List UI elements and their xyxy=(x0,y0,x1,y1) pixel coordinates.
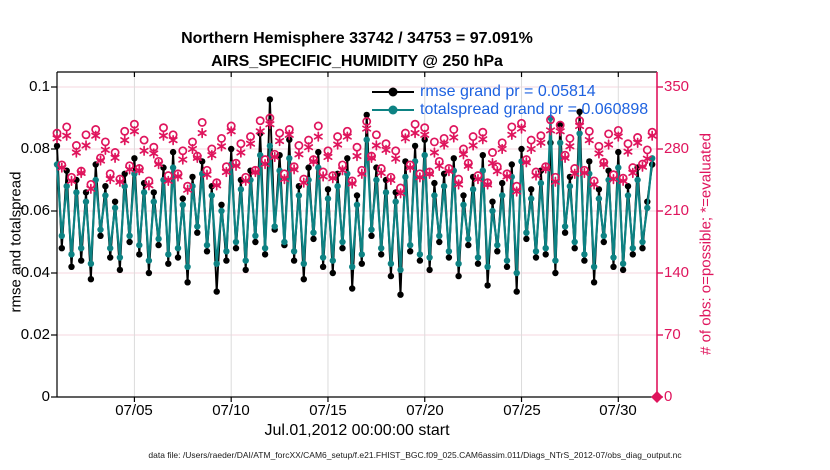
legend-label-rmse: rmse grand pr = 0.05814 xyxy=(420,83,596,100)
ytick-left-0.04: 0.04 xyxy=(20,264,50,281)
xtick-0720: 07/20 xyxy=(406,402,444,419)
ytick-right-0: 0 xyxy=(664,388,673,405)
xtick-0705: 07/05 xyxy=(115,402,153,419)
ytick-right-140: 140 xyxy=(664,264,690,281)
ytick-right-210: 210 xyxy=(664,202,690,219)
legend: rmse grand pr = 0.05814 totalspread gran… xyxy=(370,83,648,119)
rmse-legend-marker-icon xyxy=(370,83,416,101)
xtick-0710: 07/10 xyxy=(212,402,250,419)
ytick-left-0.06: 0.06 xyxy=(20,202,50,219)
xtick-0715: 07/15 xyxy=(309,402,347,419)
chart-title-line2: AIRS_SPECIFIC_HUMIDITY @ 250 hPa xyxy=(211,53,503,70)
ytick-left-0.1: 0.1 xyxy=(29,78,50,95)
ytick-right-350: 350 xyxy=(664,78,690,95)
chart-title: Northern Hemisphere 33742 / 34753 = 97.0… xyxy=(57,27,657,73)
chart-title-line1: Northern Hemisphere 33742 / 34753 = 97.0… xyxy=(181,30,533,47)
data-file-path: data file: /Users/raeder/DAI/ATM_forcXX/… xyxy=(148,450,682,460)
obs-count-markers xyxy=(52,113,663,403)
axes xyxy=(51,71,663,402)
ytick-left-0.02: 0.02 xyxy=(20,326,50,343)
xtick-0725: 07/25 xyxy=(503,402,541,419)
ytick-right-280: 280 xyxy=(664,140,690,157)
legend-entry-rmse: rmse grand pr = 0.05814 xyxy=(370,83,648,101)
legend-label-totalspread: totalspread grand pr = 0.060898 xyxy=(420,101,649,118)
xtick-0730: 07/30 xyxy=(599,402,637,419)
left-axis-label: rmse and totalspread xyxy=(7,171,25,313)
totalspread-legend-marker-icon xyxy=(370,101,416,119)
x-axis-label: Jul.01,2012 00:00:00 start xyxy=(264,422,450,439)
ytick-left-0: 0 xyxy=(41,388,50,405)
ytick-right-70: 70 xyxy=(664,326,681,343)
ytick-left-0.08: 0.08 xyxy=(20,140,50,157)
legend-entry-totalspread: totalspread grand pr = 0.060898 xyxy=(370,101,648,119)
right-axis-label: # of obs: o=possible; *=evaluated xyxy=(697,133,715,355)
